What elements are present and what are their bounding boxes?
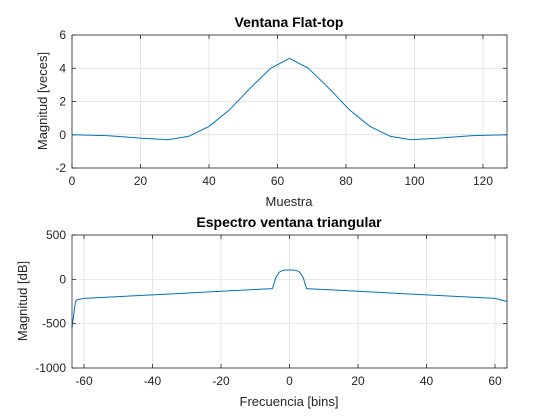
y-tick-label: 4 bbox=[59, 61, 66, 75]
y-tick-label: 500 bbox=[46, 228, 66, 242]
x-tick-labels: 0 20 40 60 80 100 120 bbox=[69, 174, 494, 188]
y-tick-labels: -1000 -500 0 500 bbox=[35, 228, 66, 375]
grid-lines bbox=[71, 34, 507, 169]
x-tick-label: 120 bbox=[473, 174, 493, 188]
x-tick-label: 40 bbox=[202, 174, 216, 188]
grid-lines bbox=[72, 234, 507, 369]
x-tick-label: 60 bbox=[488, 374, 502, 388]
axes-box bbox=[71, 34, 508, 169]
y-tick-labels: -2 0 2 4 6 bbox=[55, 28, 66, 175]
x-axis-label: Muestra bbox=[266, 194, 314, 209]
axes-box bbox=[71, 234, 508, 369]
plot-title: Ventana Flat-top bbox=[235, 14, 344, 30]
y-axis-label: Magnitud [veces] bbox=[35, 52, 50, 150]
x-tick-label: 20 bbox=[134, 174, 148, 188]
series-line bbox=[71, 269, 508, 329]
y-axis-label: Magnitud [dB] bbox=[15, 261, 30, 341]
x-tick-label: 100 bbox=[405, 174, 425, 188]
y-tick-label: 0 bbox=[59, 272, 66, 286]
x-tick-label: -20 bbox=[212, 374, 230, 388]
x-tick-label: 0 bbox=[69, 174, 76, 188]
x-tick-label: 20 bbox=[351, 374, 365, 388]
series-line bbox=[71, 57, 508, 141]
x-tick-label: 40 bbox=[420, 374, 434, 388]
y-tick-label: 6 bbox=[59, 28, 66, 42]
x-tick-label: 80 bbox=[339, 174, 353, 188]
y-tick-label: -1000 bbox=[35, 361, 66, 375]
x-tick-label: 60 bbox=[271, 174, 285, 188]
y-tick-label: 2 bbox=[59, 95, 66, 109]
triangular-spectrum-plot: Espectro ventana triangular -60 -40 -20 0 20… bbox=[15, 214, 508, 409]
y-tick-label: 0 bbox=[59, 128, 66, 142]
x-axis-label: Frecuencia [bins] bbox=[240, 394, 339, 409]
x-tick-labels: -60 -40 -20 0 20 40 60 bbox=[75, 374, 502, 388]
x-tick-label: -40 bbox=[144, 374, 162, 388]
plot-title: Espectro ventana triangular bbox=[196, 214, 382, 230]
y-tick-label: -2 bbox=[55, 161, 66, 175]
x-tick-label: 0 bbox=[286, 374, 293, 388]
x-tick-label: -60 bbox=[75, 374, 93, 388]
flat-top-window-plot: Ventana Flat-top 0 20 40 60 80 100 120 -20246 … bbox=[35, 14, 508, 209]
y-tick-label: -500 bbox=[42, 317, 66, 331]
